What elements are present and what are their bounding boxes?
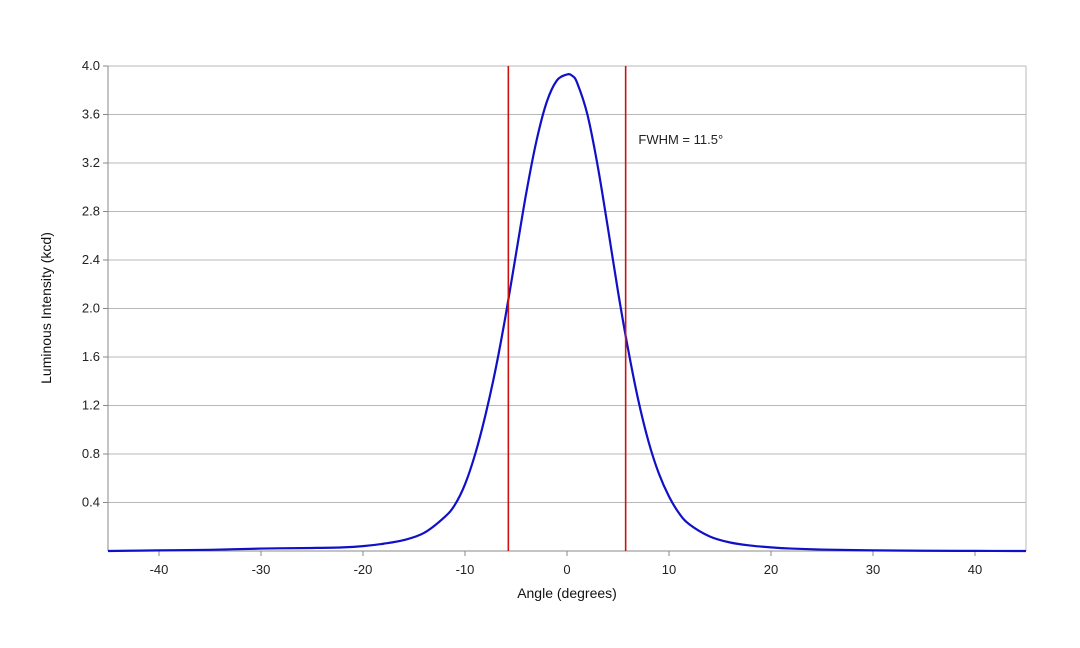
x-tick-label: 0 [563, 562, 570, 577]
y-tick-label: 1.6 [82, 349, 100, 364]
y-tick-label: 2.0 [82, 301, 100, 316]
y-tick-label: 4.0 [82, 58, 100, 73]
x-tick-label: 20 [764, 562, 778, 577]
x-tick-label: -20 [354, 562, 373, 577]
y-tick-label: 3.2 [82, 155, 100, 170]
y-tick-label: 2.8 [82, 204, 100, 219]
x-axis-label: Angle (degrees) [517, 585, 617, 601]
annotations: FWHM = 11.5° [638, 132, 723, 147]
x-tick-label: 40 [968, 562, 982, 577]
x-axis-ticks: -40 -30 -20 -10 0 10 20 30 40 [150, 551, 982, 577]
x-tick-label: -10 [456, 562, 475, 577]
y-tick-label: 3.6 [82, 107, 100, 122]
y-axis-label: Luminous Intensity (kcd) [38, 232, 54, 384]
y-tick-label: 0.8 [82, 446, 100, 461]
grid-lines [108, 65, 1026, 503]
y-axis-ticks: 0.4 0.8 1.2 1.6 2.0 2.4 2.8 3.2 3.6 4.0 [82, 58, 108, 510]
y-tick-label: 2.4 [82, 252, 100, 267]
x-tick-label: 10 [662, 562, 676, 577]
x-tick-label: -40 [150, 562, 169, 577]
marker-lines [507, 66, 627, 551]
y-tick-label: 0.4 [82, 495, 100, 510]
fwhm-annotation: FWHM = 11.5° [638, 132, 723, 147]
series-line-intensity [107, 73, 1027, 553]
x-tick-label: -30 [252, 562, 271, 577]
series-group [107, 73, 1027, 553]
y-tick-label: 1.2 [82, 398, 100, 413]
x-tick-label: 30 [866, 562, 880, 577]
